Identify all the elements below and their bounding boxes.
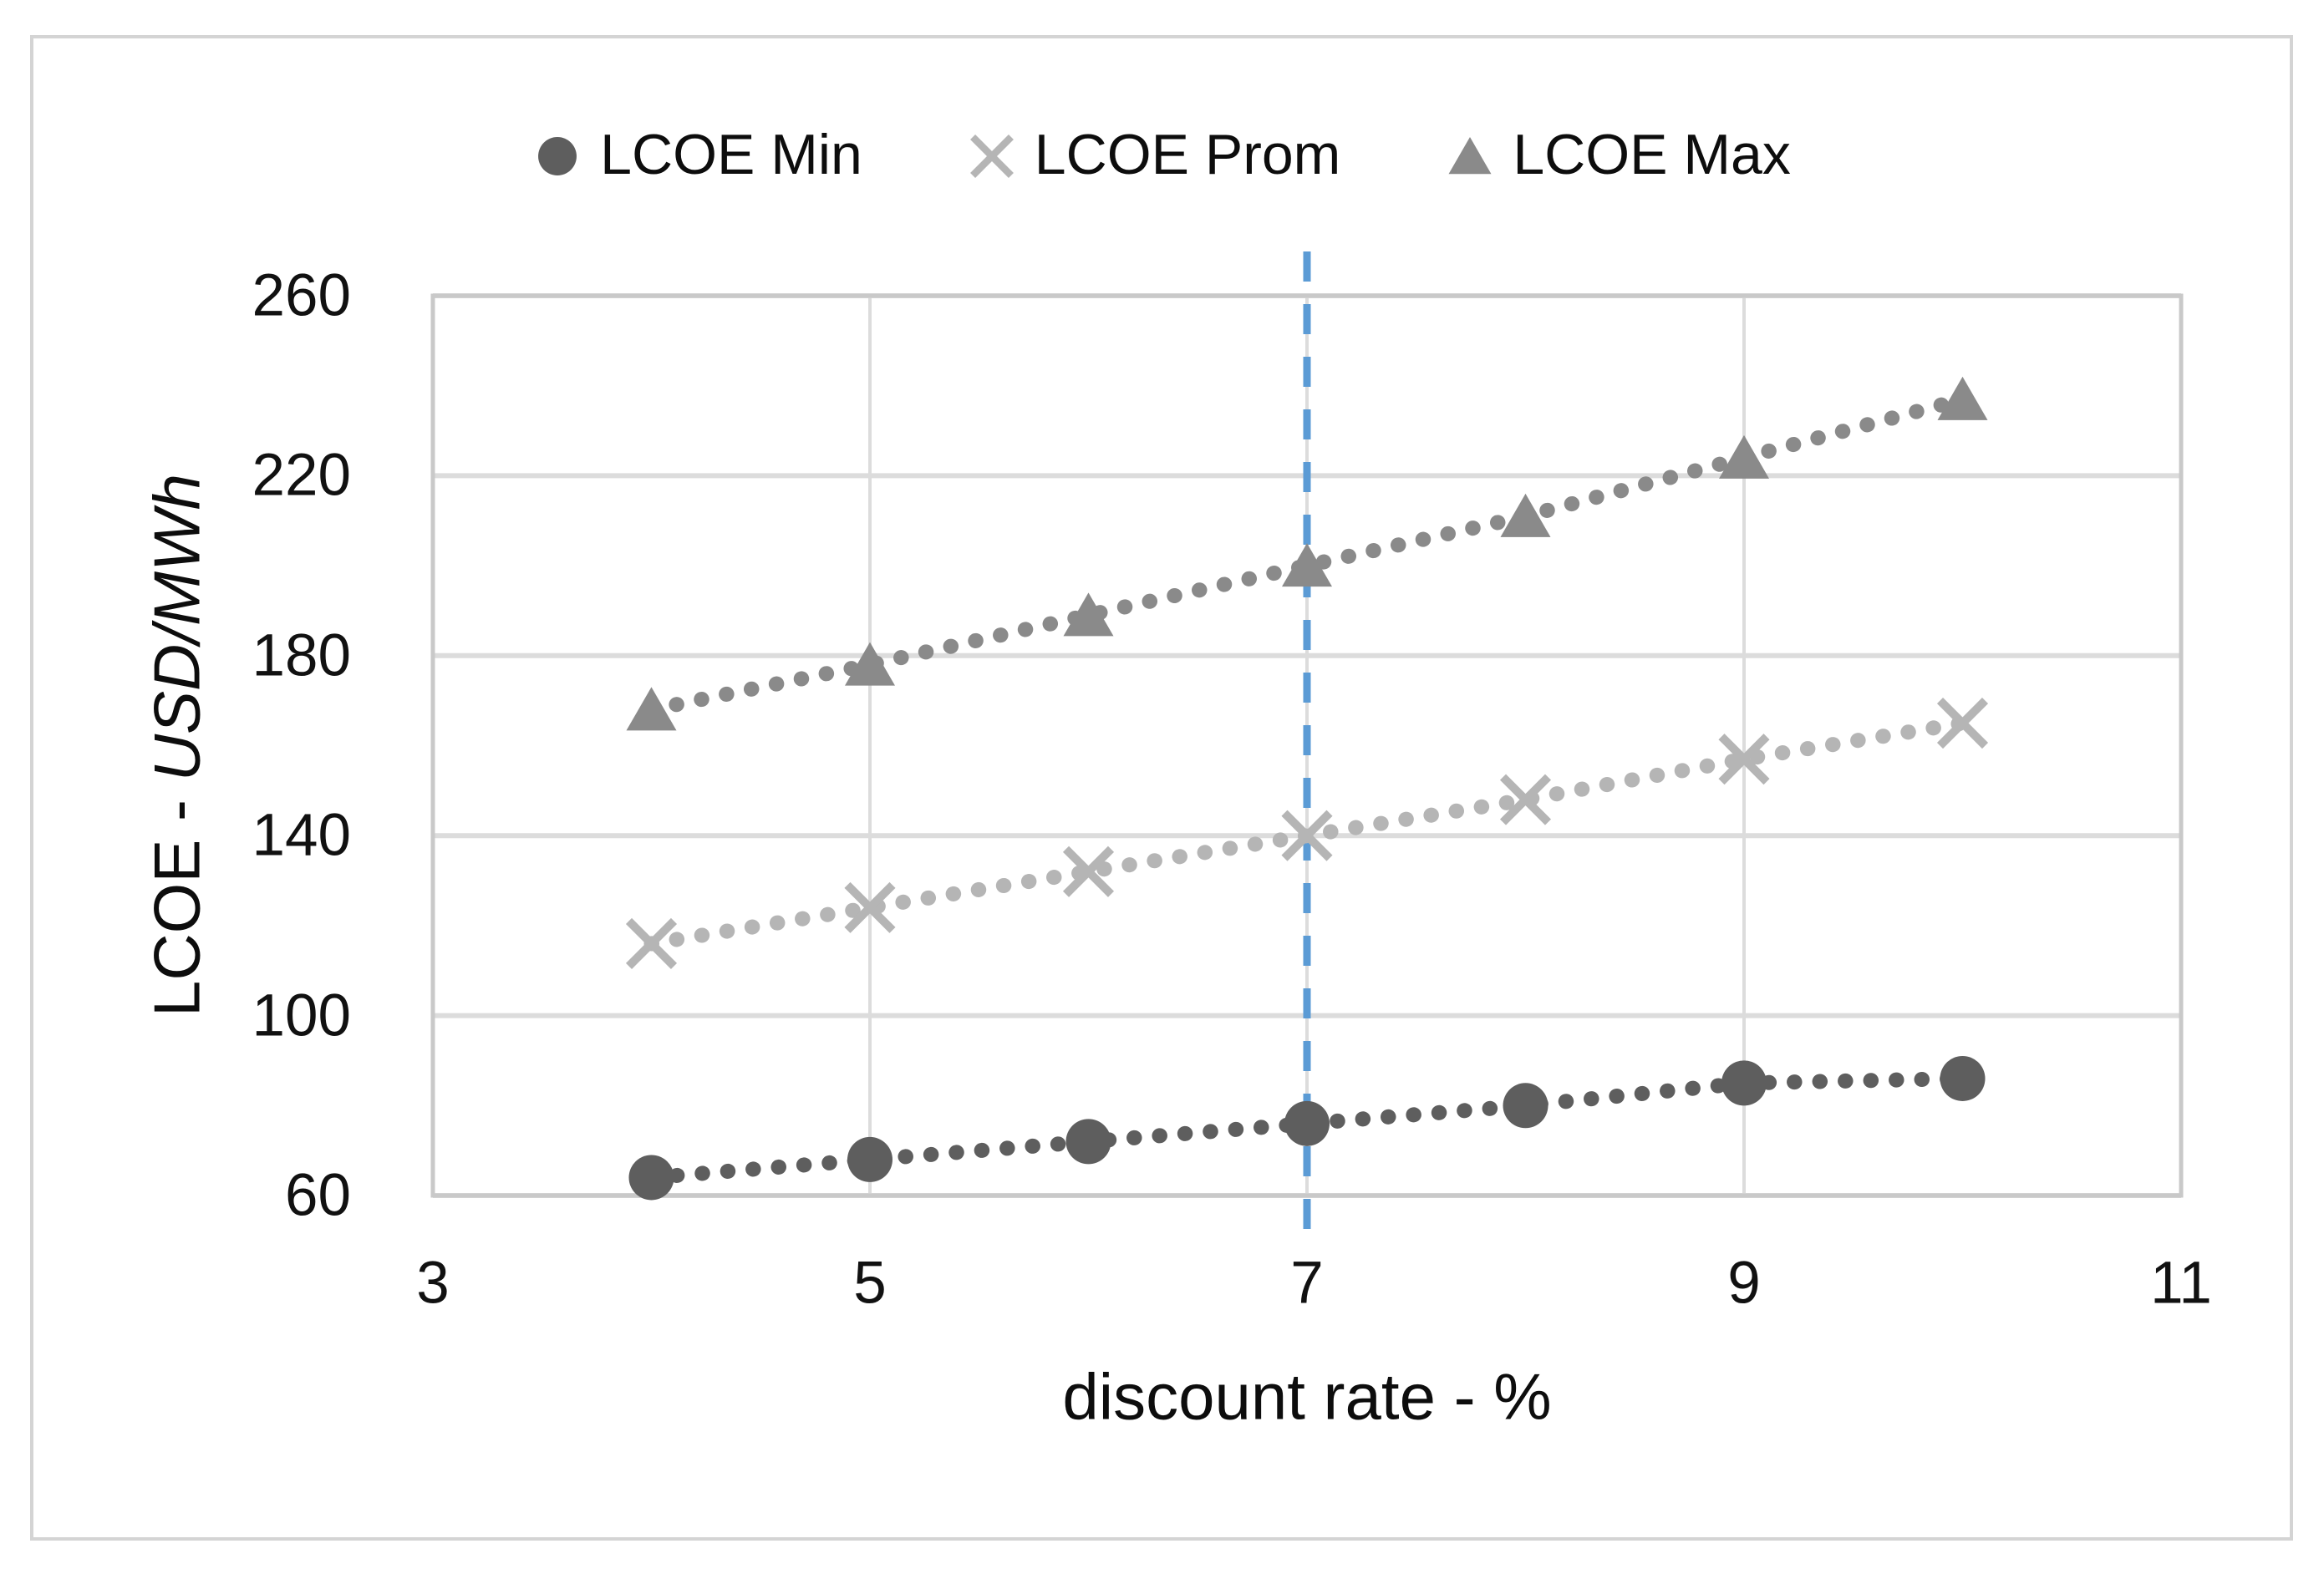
data-point-lcoe-max-x9 xyxy=(1719,434,1769,479)
x-tick-label-5: 5 xyxy=(853,1250,887,1317)
legend-item-lcoe-max: LCOE Max xyxy=(1446,122,1791,187)
data-point-lcoe-min-x4 xyxy=(628,1155,674,1201)
data-point-lcoe-prom-x9 xyxy=(1718,734,1770,785)
data-point-lcoe-prom-x8 xyxy=(1499,774,1552,825)
y-tick-label-100: 100 xyxy=(252,982,351,1049)
data-point-lcoe-max-x5 xyxy=(845,642,895,686)
figure-border xyxy=(30,35,2293,1541)
legend-item-lcoe-prom: LCOE Prom xyxy=(968,122,1341,187)
x-tick-label-3: 3 xyxy=(416,1250,450,1317)
y-tick-label-260: 260 xyxy=(252,262,351,329)
data-point-lcoe-prom-x10 xyxy=(1936,698,1989,749)
data-point-lcoe-prom-x4 xyxy=(625,917,678,969)
legend-label: LCOE Min xyxy=(600,123,862,186)
legend: LCOE Min LCOE Prom LCOE Max xyxy=(0,122,2324,187)
x-axis-title: discount rate - % xyxy=(1062,1359,1552,1434)
y-axis-title-prefix: LCOE - xyxy=(140,781,214,1018)
plot-border xyxy=(430,293,2184,1198)
legend-marker-shape-lcoe-max xyxy=(1448,137,1492,175)
legend-marker-triangle-icon xyxy=(1448,137,1492,175)
data-point-lcoe-min-x9 xyxy=(1721,1060,1767,1106)
data-point-lcoe-max-x10 xyxy=(1937,376,1988,420)
y-axis-title-unit: USD/MWh xyxy=(140,473,214,782)
data-point-lcoe-min-x10 xyxy=(1940,1055,1986,1101)
x-tick-label-9: 9 xyxy=(1727,1250,1761,1317)
data-point-lcoe-max-x4 xyxy=(626,687,677,731)
legend-marker-shape-lcoe-min xyxy=(538,137,577,175)
x-tick-label-7: 7 xyxy=(1290,1250,1324,1317)
data-point-lcoe-min-x8 xyxy=(1503,1083,1548,1129)
y-tick-label-60: 60 xyxy=(285,1162,351,1229)
legend-item-lcoe-min: LCOE Min xyxy=(533,122,862,187)
data-point-lcoe-max-x6 xyxy=(1063,592,1114,637)
x-tick-label-11: 11 xyxy=(2150,1250,2212,1317)
data-point-lcoe-min-x6 xyxy=(1065,1119,1111,1165)
legend-label: LCOE Max xyxy=(1513,123,1791,186)
data-point-lcoe-prom-x5 xyxy=(844,881,896,933)
data-point-lcoe-max-x8 xyxy=(1500,493,1551,537)
legend-marker-shape-lcoe-prom xyxy=(969,135,1014,178)
y-tick-label-140: 140 xyxy=(252,802,351,869)
y-tick-label-180: 180 xyxy=(252,622,351,689)
legend-label: LCOE Prom xyxy=(1034,123,1341,186)
data-point-lcoe-prom-x6 xyxy=(1062,845,1115,897)
data-point-lcoe-prom-x7 xyxy=(1281,810,1333,861)
y-tick-label-220: 220 xyxy=(252,442,351,509)
legend-marker-x-icon xyxy=(969,135,1014,178)
y-axis-title: LCOE - USD/MWh xyxy=(140,474,216,1017)
legend-marker-circle-icon xyxy=(538,137,577,175)
data-point-lcoe-min-x5 xyxy=(847,1136,892,1182)
data-point-lcoe-max-x7 xyxy=(1282,543,1332,587)
data-point-lcoe-min-x7 xyxy=(1284,1100,1330,1146)
